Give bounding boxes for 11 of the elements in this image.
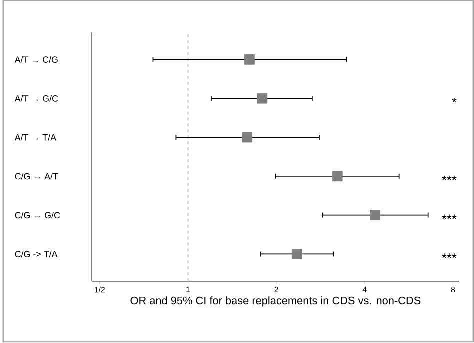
y-tick-label: C/G -> T/A: [15, 251, 58, 258]
y-tick-label: A/T → C/G: [14, 56, 58, 64]
x-axis-title: OR and 95% CI for base replacements in CDS vs. non-CDS: [130, 296, 421, 307]
y2-tick-label: ***: [442, 254, 457, 258]
y-tick-label: C/G → A/T: [15, 173, 58, 180]
y2-tick-label: ***: [442, 176, 457, 180]
y-tick-label: C/G → G/C: [15, 212, 60, 219]
y-tick-label: A/T → T/A: [14, 134, 56, 141]
y2-tick-label: *: [452, 98, 457, 103]
y2-tick-label: ***: [442, 214, 457, 220]
y-tick-label: A/T → G/C: [14, 95, 58, 102]
